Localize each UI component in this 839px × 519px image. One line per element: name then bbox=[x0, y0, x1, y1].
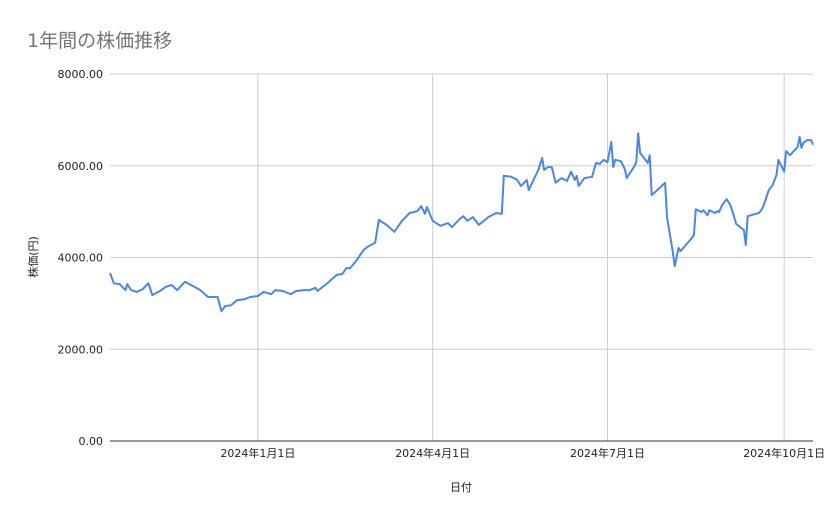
y-axis-ticks: 0.00 2000.00 4000.00 6000.00 8000.00 bbox=[58, 68, 104, 448]
x-tick-label: 2024年1月1日 bbox=[220, 446, 295, 460]
x-tick-label: 2024年7月1日 bbox=[570, 446, 645, 460]
series-line bbox=[109, 132, 814, 313]
y-axis-title: 株価(円) bbox=[26, 236, 40, 278]
y-tick-label: 6000.00 bbox=[58, 160, 104, 173]
y-tick-label: 8000.00 bbox=[58, 68, 104, 81]
x-tick-label: 2024年10月1日 bbox=[743, 446, 825, 460]
y-tick-label: 0.00 bbox=[79, 435, 104, 448]
y-tick-label: 2000.00 bbox=[58, 343, 104, 356]
x-tick-label: 2024年4月1日 bbox=[395, 446, 470, 460]
gridlines bbox=[110, 73, 813, 441]
y-tick-label: 4000.00 bbox=[58, 252, 104, 265]
x-axis-ticks: 2024年1月1日 2024年4月1日 2024年7月1日 2024年10月1日 bbox=[220, 446, 825, 460]
chart-title: 1年間の株価推移 bbox=[27, 30, 173, 52]
x-axis-title: 日付 bbox=[450, 481, 472, 494]
